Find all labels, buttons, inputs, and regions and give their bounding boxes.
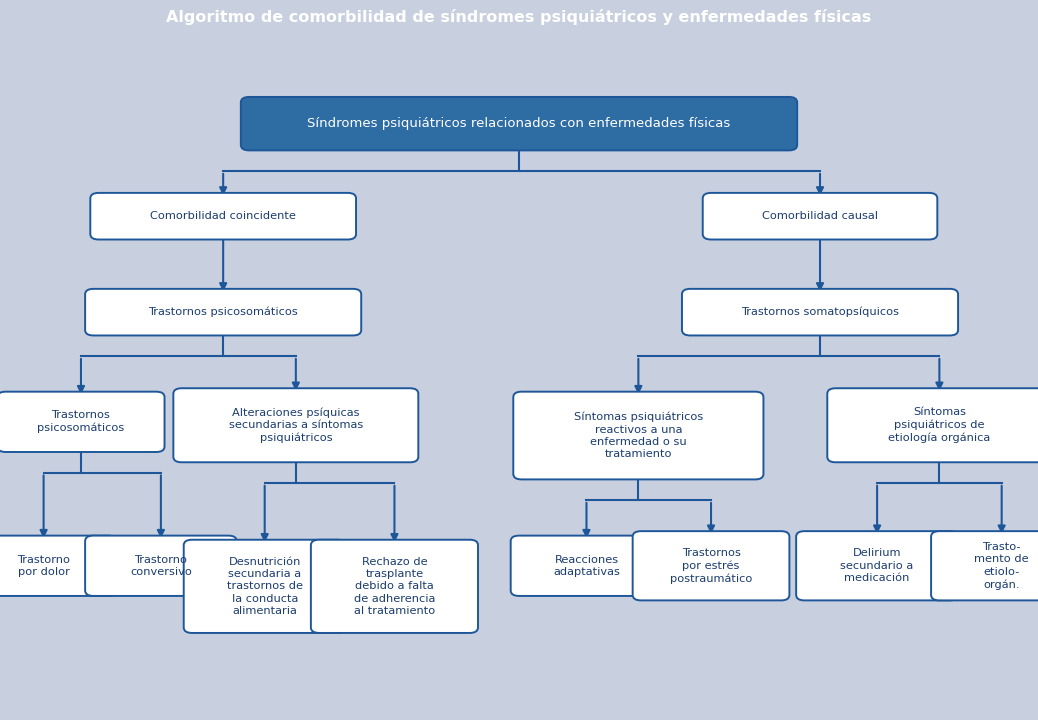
Text: Comorbilidad causal: Comorbilidad causal [762,211,878,221]
FancyBboxPatch shape [90,193,356,240]
FancyBboxPatch shape [796,531,958,600]
Text: Rechazo de
trasplante
debido a falta
de adherencia
al tratamiento: Rechazo de trasplante debido a falta de … [354,557,435,616]
Text: Trasto-
mento de
etiolo-
orgán.: Trasto- mento de etiolo- orgán. [975,542,1029,590]
FancyBboxPatch shape [633,531,790,600]
Text: Delirium
secundario a
medicación: Delirium secundario a medicación [841,549,913,583]
FancyBboxPatch shape [311,540,477,633]
FancyBboxPatch shape [0,392,164,452]
Text: Trastornos somatopsíquicos: Trastornos somatopsíquicos [741,307,899,318]
FancyBboxPatch shape [827,388,1038,462]
Text: Síntomas
psiquiátricos de
etiología orgánica: Síntomas psiquiátricos de etiología orgá… [889,408,990,444]
Text: Trastornos
por estrés
postraumático: Trastornos por estrés postraumático [670,548,753,584]
FancyBboxPatch shape [184,540,346,633]
Text: Trastornos psicosomáticos: Trastornos psicosomáticos [148,307,298,318]
Text: Comorbilidad coincidente: Comorbilidad coincidente [151,211,296,221]
FancyBboxPatch shape [703,193,937,240]
Text: Trastorno
conversivo: Trastorno conversivo [130,554,192,577]
Text: Reacciones
adaptativas: Reacciones adaptativas [553,554,620,577]
Text: Algoritmo de comorbilidad de síndromes psiquiátricos y enfermedades físicas: Algoritmo de comorbilidad de síndromes p… [166,9,872,25]
FancyBboxPatch shape [682,289,958,336]
FancyBboxPatch shape [241,97,797,150]
FancyBboxPatch shape [85,289,361,336]
FancyBboxPatch shape [511,536,662,596]
FancyBboxPatch shape [85,536,237,596]
FancyBboxPatch shape [931,531,1038,600]
Text: Desnutrición
secundaria a
trastornos de
la conducta
alimentaria: Desnutrición secundaria a trastornos de … [226,557,303,616]
Text: Síndromes psiquiátricos relacionados con enfermedades físicas: Síndromes psiquiátricos relacionados con… [307,117,731,130]
Text: Síntomas psiquiátricos
reactivos a una
enfermedad o su
tratamiento: Síntomas psiquiátricos reactivos a una e… [574,412,703,459]
Text: Trastornos
psicosomáticos: Trastornos psicosomáticos [37,410,125,433]
FancyBboxPatch shape [0,536,117,596]
Text: Trastorno
por dolor: Trastorno por dolor [17,554,71,577]
Text: Alteraciones psíquicas
secundarias a síntomas
psiquiátricos: Alteraciones psíquicas secundarias a sín… [228,408,363,444]
FancyBboxPatch shape [513,392,763,480]
FancyBboxPatch shape [173,388,418,462]
